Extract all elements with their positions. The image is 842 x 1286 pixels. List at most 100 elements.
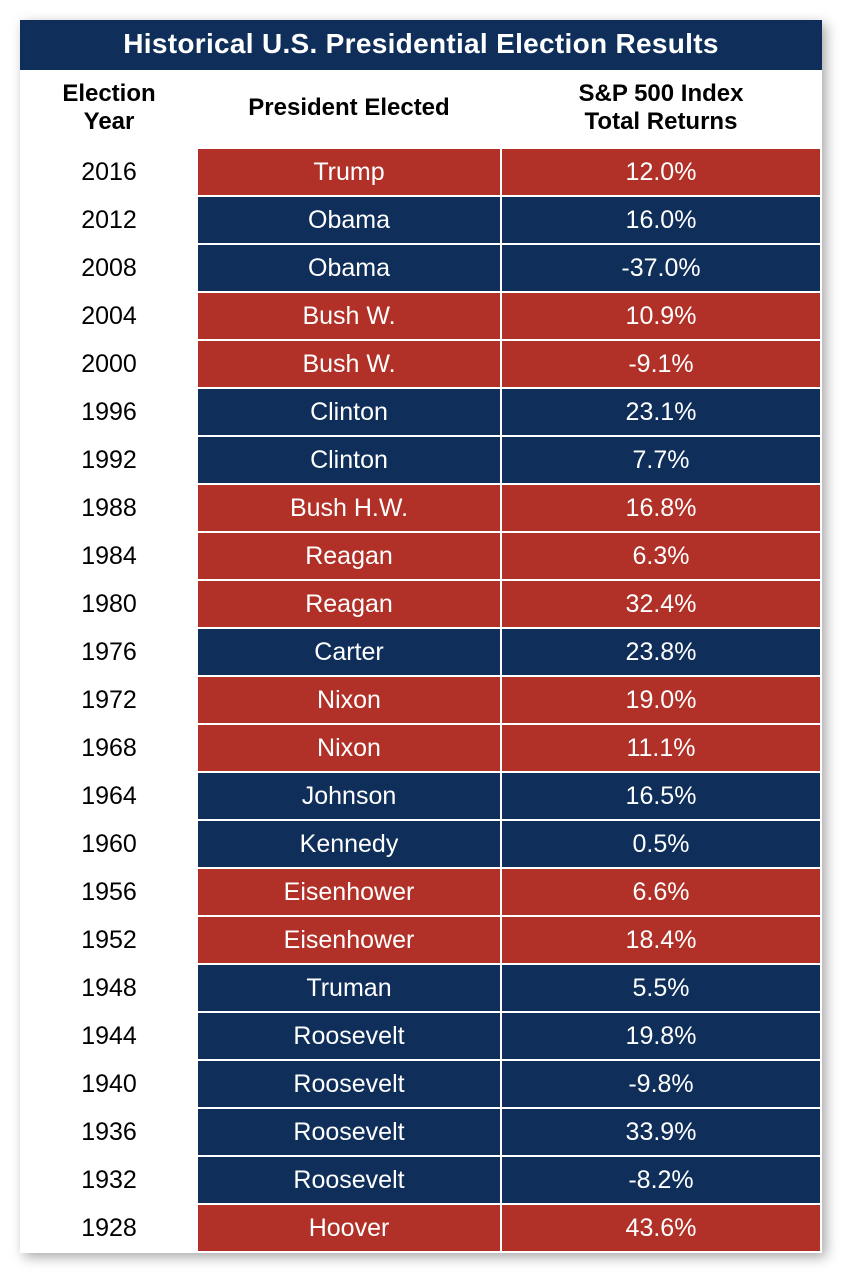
cell-year: 1952 [21,916,197,964]
cell-returns: 0.5% [501,820,821,868]
cell-year: 1932 [21,1156,197,1204]
cell-president: Kennedy [197,820,501,868]
table-row: 1948Truman5.5% [21,964,821,1012]
cell-returns: 33.9% [501,1108,821,1156]
cell-returns: 32.4% [501,580,821,628]
table-title: Historical U.S. Presidential Election Re… [20,20,822,70]
cell-returns: 19.8% [501,1012,821,1060]
cell-returns: 16.0% [501,196,821,244]
cell-president: Reagan [197,532,501,580]
cell-year: 1948 [21,964,197,1012]
cell-year: 1936 [21,1108,197,1156]
cell-returns: 5.5% [501,964,821,1012]
table-row: 2008Obama-37.0% [21,244,821,292]
cell-year: 2004 [21,292,197,340]
table-row: 1996Clinton23.1% [21,388,821,436]
table-row: 1988Bush H.W.16.8% [21,484,821,532]
cell-president: Bush W. [197,340,501,388]
cell-returns: 23.8% [501,628,821,676]
cell-returns: 7.7% [501,436,821,484]
cell-returns: 12.0% [501,148,821,196]
cell-year: 2008 [21,244,197,292]
cell-returns: 16.8% [501,484,821,532]
cell-returns: 6.3% [501,532,821,580]
cell-president: Nixon [197,724,501,772]
cell-year: 1988 [21,484,197,532]
table-row: 1984Reagan6.3% [21,532,821,580]
cell-returns: 43.6% [501,1204,821,1252]
cell-year: 1944 [21,1012,197,1060]
table-row: 1976Carter23.8% [21,628,821,676]
col-header-president: President Elected [197,70,501,148]
cell-year: 1956 [21,868,197,916]
cell-returns: 11.1% [501,724,821,772]
table-row: 1940Roosevelt-9.8% [21,1060,821,1108]
cell-president: Roosevelt [197,1012,501,1060]
cell-year: 2000 [21,340,197,388]
cell-year: 1940 [21,1060,197,1108]
col-header-year: ElectionYear [21,70,197,148]
cell-year: 2012 [21,196,197,244]
cell-returns: 18.4% [501,916,821,964]
cell-president: Truman [197,964,501,1012]
cell-year: 2016 [21,148,197,196]
table-row: 1936Roosevelt33.9% [21,1108,821,1156]
table-row: 1944Roosevelt19.8% [21,1012,821,1060]
cell-year: 1976 [21,628,197,676]
table-row: 1968Nixon11.1% [21,724,821,772]
cell-returns: 10.9% [501,292,821,340]
cell-returns: -37.0% [501,244,821,292]
cell-year: 1928 [21,1204,197,1252]
cell-year: 1968 [21,724,197,772]
table-row: 1964Johnson16.5% [21,772,821,820]
cell-year: 1960 [21,820,197,868]
cell-year: 1964 [21,772,197,820]
cell-returns: -9.1% [501,340,821,388]
cell-president: Johnson [197,772,501,820]
cell-returns: -8.2% [501,1156,821,1204]
cell-president: Eisenhower [197,868,501,916]
cell-president: Carter [197,628,501,676]
table-header-row: ElectionYear President Elected S&P 500 I… [21,70,821,148]
cell-year: 1980 [21,580,197,628]
table-row: 2004Bush W.10.9% [21,292,821,340]
cell-president: Hoover [197,1204,501,1252]
cell-returns: 16.5% [501,772,821,820]
cell-president: Clinton [197,388,501,436]
cell-year: 1996 [21,388,197,436]
table-row: 1952Eisenhower18.4% [21,916,821,964]
cell-president: Bush H.W. [197,484,501,532]
cell-year: 1992 [21,436,197,484]
table-row: 1956Eisenhower6.6% [21,868,821,916]
cell-president: Roosevelt [197,1060,501,1108]
table-row: 1972Nixon19.0% [21,676,821,724]
cell-returns: 23.1% [501,388,821,436]
table-row: 2016Trump12.0% [21,148,821,196]
cell-president: Obama [197,196,501,244]
cell-year: 1972 [21,676,197,724]
table-row: 1932Roosevelt-8.2% [21,1156,821,1204]
table-row: 2000Bush W.-9.1% [21,340,821,388]
table-row: 1928Hoover43.6% [21,1204,821,1252]
cell-returns: 19.0% [501,676,821,724]
cell-president: Clinton [197,436,501,484]
table-body: 2016Trump12.0%2012Obama16.0%2008Obama-37… [21,148,821,1252]
cell-president: Roosevelt [197,1108,501,1156]
cell-returns: 6.6% [501,868,821,916]
table-row: 2012Obama16.0% [21,196,821,244]
cell-president: Reagan [197,580,501,628]
cell-president: Obama [197,244,501,292]
table-row: 1992Clinton7.7% [21,436,821,484]
election-results-table-wrapper: Historical U.S. Presidential Election Re… [20,20,822,1253]
cell-president: Bush W. [197,292,501,340]
col-header-returns: S&P 500 IndexTotal Returns [501,70,821,148]
cell-president: Eisenhower [197,916,501,964]
cell-president: Roosevelt [197,1156,501,1204]
table-row: 1960Kennedy0.5% [21,820,821,868]
cell-year: 1984 [21,532,197,580]
cell-president: Nixon [197,676,501,724]
election-results-table: ElectionYear President Elected S&P 500 I… [20,70,822,1253]
table-row: 1980Reagan32.4% [21,580,821,628]
cell-president: Trump [197,148,501,196]
cell-returns: -9.8% [501,1060,821,1108]
